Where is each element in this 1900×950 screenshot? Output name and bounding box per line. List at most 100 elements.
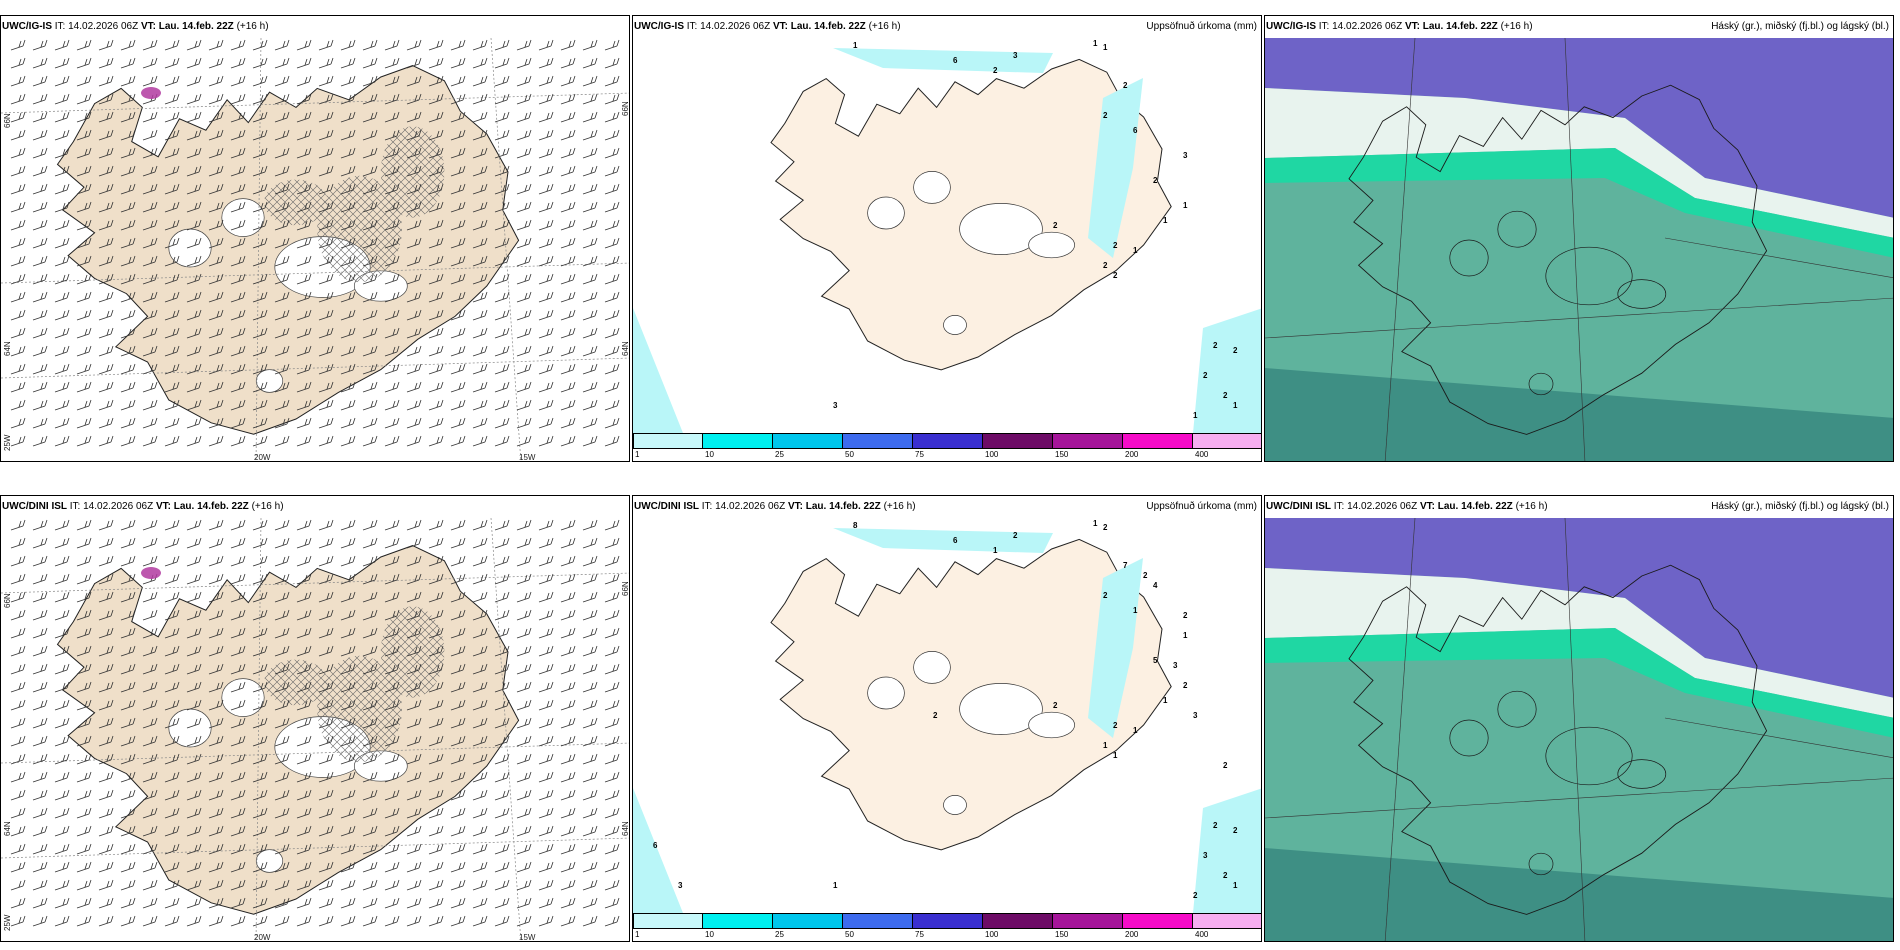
lat-label: 66N	[3, 113, 12, 128]
precip-value-label: 2	[1103, 523, 1108, 532]
precip-value-label: 1	[1133, 246, 1138, 255]
precip-value-label: 2	[1113, 721, 1118, 730]
precip-map-panel-ig[interactable]: UWC/IG-IS IT: 14.02.2026 06Z VT: Lau. 14…	[632, 15, 1262, 462]
precip-value-label: 2	[1233, 826, 1238, 835]
precip-value-label: 6	[953, 536, 958, 545]
colorbar-tick-label: 400	[1195, 450, 1209, 459]
precip-value-label: 2	[1123, 81, 1128, 90]
precip-value-label: 2	[1053, 221, 1058, 230]
colorbar-tick-label: 1	[635, 450, 640, 459]
precip-value-label: 1	[1113, 751, 1118, 760]
colorbar-swatch	[773, 913, 843, 929]
colorbar-tick-label: 10	[705, 450, 714, 459]
panel-title: Háský (gr.), miðský (fj.bl.) og lágský (…	[1711, 501, 1889, 512]
panel-header: UWC/DINI ISL IT: 14.02.2026 06Z VT: Lau.…	[633, 496, 1261, 518]
precip-value-label: 2	[1193, 891, 1198, 900]
precip-value-label: 8	[853, 521, 858, 530]
precip-value-label: 1	[1193, 411, 1198, 420]
colorbar-swatch	[703, 433, 773, 449]
precip-colorbar: 1 10 25 50 75 100 150 200 400	[633, 913, 1261, 941]
colorbar-swatch	[983, 433, 1053, 449]
precip-value-label: 3	[1013, 51, 1018, 60]
colorbar-swatch	[1123, 913, 1193, 929]
precip-value-label: 1	[1163, 696, 1168, 705]
colorbar-swatch	[1053, 433, 1123, 449]
lon-label: 15W	[519, 453, 536, 462]
precip-value-label: 3	[1173, 661, 1178, 670]
lon-label: 20W	[254, 453, 271, 462]
colorbar-tick-label: 200	[1125, 930, 1139, 939]
colorbar-swatch	[983, 913, 1053, 929]
wind-map	[1, 518, 629, 941]
precip-value-label: 2	[1223, 871, 1228, 880]
precip-value-label: 2	[1143, 571, 1148, 580]
lon-label: 15W	[519, 933, 536, 942]
precip-value-label: 3	[1183, 151, 1188, 160]
wind-snow-map-panel-dini[interactable]: UWC/DINI ISL IT: 14.02.2026 06Z VT: Lau.…	[0, 495, 630, 942]
cloud-map-panel-dini[interactable]: UWC/DINI ISL IT: 14.02.2026 06Z VT: Lau.…	[1264, 495, 1894, 942]
precip-value-label: 1	[1093, 519, 1098, 528]
colorbar-tick-label: 1	[635, 930, 640, 939]
lat-label: 64N	[621, 341, 630, 356]
precip-value-label: 2	[1223, 761, 1228, 770]
precip-value-label: 4	[1153, 581, 1158, 590]
colorbar-tick-label: 10	[705, 930, 714, 939]
colorbar-swatch	[1193, 433, 1261, 449]
panel-header: UWC/DINI ISL IT: 14.02.2026 06Z VT: Lau.…	[1265, 496, 1893, 518]
precip-value-label: 2	[1103, 591, 1108, 600]
precip-value-label: 1	[1133, 606, 1138, 615]
precip-value-label: 2	[1103, 111, 1108, 120]
colorbar-tick-label: 50	[845, 930, 854, 939]
precip-value-label: 2	[1223, 391, 1228, 400]
colorbar-tick-label: 100	[985, 930, 999, 939]
precip-value-label: 1	[1233, 401, 1238, 410]
panel-header: UWC/IG-IS IT: 14.02.2026 06Z VT: Lau. 14…	[1265, 16, 1893, 38]
colorbar-swatch	[1193, 913, 1261, 929]
wind-map	[1, 38, 629, 461]
precip-value-label: 3	[1203, 851, 1208, 860]
colorbar-tick-label: 100	[985, 450, 999, 459]
colorbar-swatch	[1053, 913, 1123, 929]
colorbar-tick-label: 150	[1055, 450, 1069, 459]
wind-snow-map-panel-ig[interactable]: UWC/IG-IS IT: 14.02.2026 06Z VT: Lau. 14…	[0, 15, 630, 462]
colorbar-swatch	[843, 913, 913, 929]
precip-value-label: 2	[1213, 341, 1218, 350]
panel-header: UWC/IG-IS IT: 14.02.2026 06Z VT: Lau. 14…	[2, 21, 269, 32]
colorbar-tick-label: 25	[775, 930, 784, 939]
precip-value-label: 2	[1183, 611, 1188, 620]
cloud-map	[1265, 38, 1893, 461]
lat-label: 25W	[3, 434, 12, 451]
precip-value-label: 2	[1013, 531, 1018, 540]
precip-value-label: 1	[1133, 726, 1138, 735]
precip-value-label: 1	[1103, 741, 1108, 750]
colorbar-tick-label: 400	[1195, 930, 1209, 939]
colorbar-tick-label: 200	[1125, 450, 1139, 459]
colorbar-tick-label: 75	[915, 930, 924, 939]
precip-value-label: 1	[1183, 631, 1188, 640]
colorbar-swatch	[1123, 433, 1193, 449]
precip-value-label: 6	[653, 841, 658, 850]
precip-value-label: 1	[853, 41, 858, 50]
colorbar-tick-label: 75	[915, 450, 924, 459]
colorbar-swatch	[773, 433, 843, 449]
precip-value-label: 3	[833, 401, 838, 410]
precip-value-label: 6	[953, 56, 958, 65]
precip-value-label: 1	[833, 881, 838, 890]
precip-value-label: 1	[993, 546, 998, 555]
precip-value-label: 2	[1113, 241, 1118, 250]
precip-value-label: 2	[1153, 176, 1158, 185]
cloud-map-panel-ig[interactable]: UWC/IG-IS IT: 14.02.2026 06Z VT: Lau. 14…	[1264, 15, 1894, 462]
precip-value-label: 1	[1233, 881, 1238, 890]
precip-value-label: 1	[1183, 201, 1188, 210]
precip-value-label: 2	[1053, 701, 1058, 710]
precip-value-label: 2	[1183, 681, 1188, 690]
precip-colorbar: 1 10 25 50 75 100 150 200 400	[633, 433, 1261, 461]
precip-map-panel-dini[interactable]: UWC/DINI ISL IT: 14.02.2026 06Z VT: Lau.…	[632, 495, 1262, 942]
lat-label: 66N	[621, 581, 630, 596]
precip-value-label: 7	[1123, 561, 1128, 570]
panel-header: UWC/IG-IS IT: 14.02.2026 06Z VT: Lau. 14…	[633, 16, 1261, 38]
lat-label: 64N	[621, 821, 630, 836]
precip-value-label: 2	[1203, 371, 1208, 380]
